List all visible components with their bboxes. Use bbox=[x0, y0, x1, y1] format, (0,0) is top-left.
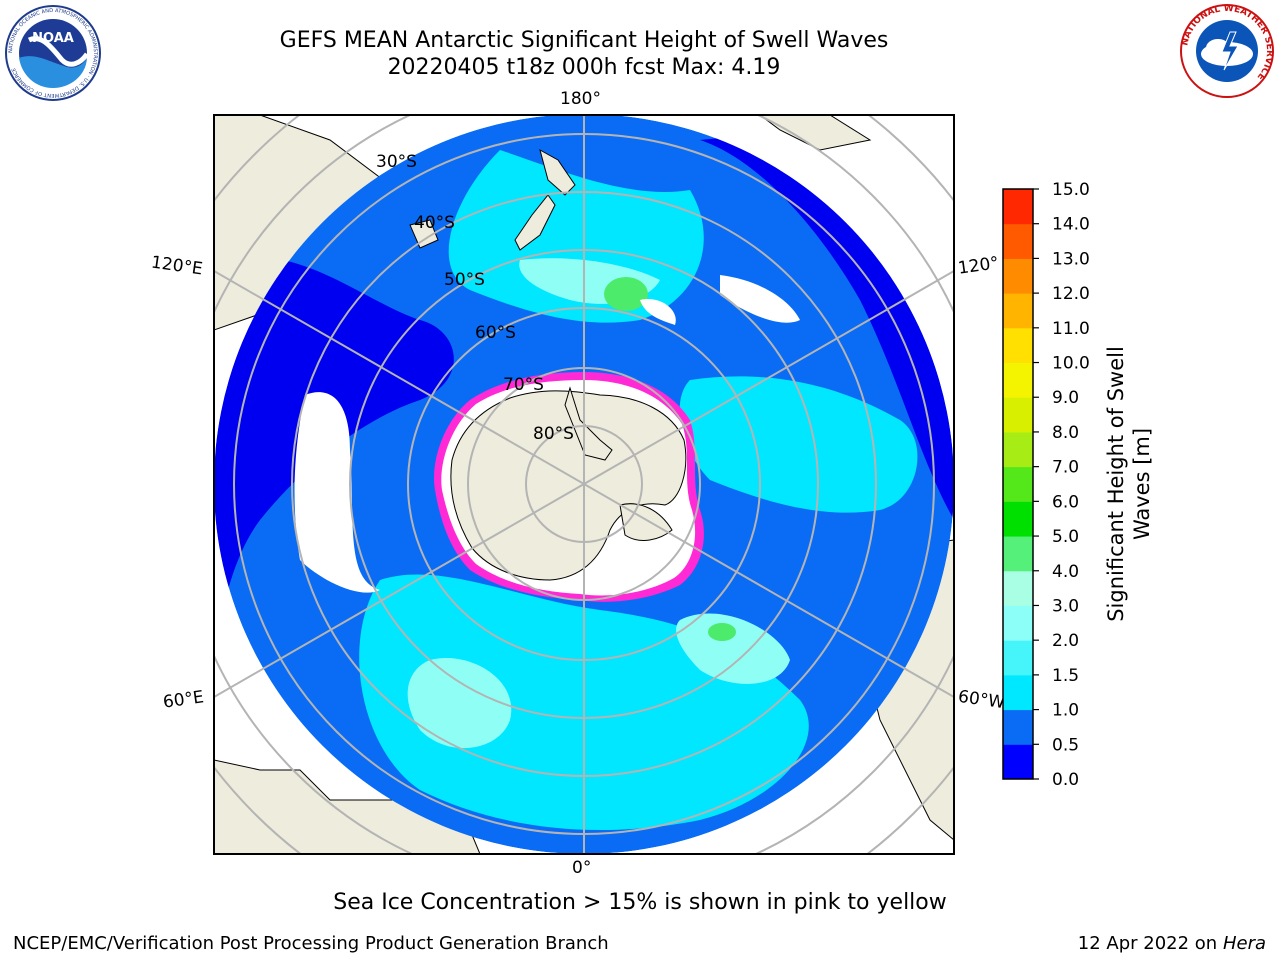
colorbar-tick-label: 11.0 bbox=[1052, 319, 1090, 339]
run-date-text: 12 Apr 2022 on bbox=[1077, 933, 1223, 954]
colorbar-tick-label: 2.0 bbox=[1052, 631, 1079, 651]
colorbar-swatch bbox=[1003, 744, 1033, 780]
colorbar-tick-label: 1.5 bbox=[1052, 666, 1079, 686]
colorbar-swatch bbox=[1003, 605, 1033, 641]
colorbar-swatch bbox=[1003, 397, 1033, 433]
antarctica-land bbox=[450, 390, 687, 581]
credit-text: NCEP/EMC/Verification Post Processing Pr… bbox=[13, 933, 609, 954]
swell-band-cyan bbox=[679, 376, 918, 513]
colorbar-tick-label: 7.0 bbox=[1052, 458, 1079, 478]
new-zealand-land bbox=[539, 148, 576, 196]
meridian-60e-120w bbox=[214, 270, 954, 698]
colorbar-swatch bbox=[1003, 466, 1033, 502]
colorbar-tick-label: 5.0 bbox=[1052, 527, 1079, 547]
lat-label-40s: 40°S bbox=[414, 213, 455, 233]
lat-label-50s: 50°S bbox=[444, 270, 485, 290]
colorbar-swatch bbox=[1003, 536, 1033, 572]
colorbar-swatch bbox=[1003, 223, 1033, 259]
colorbar-tick-label: 9.0 bbox=[1052, 388, 1079, 408]
north-landmass bbox=[759, 115, 872, 151]
tasmania-land bbox=[409, 219, 439, 249]
map-frame bbox=[213, 114, 955, 855]
colorbar-tick-label: 12.0 bbox=[1052, 284, 1090, 304]
colorbar-swatch bbox=[1003, 570, 1033, 606]
colorbar-swatch bbox=[1003, 674, 1033, 711]
colorbar-tick-label: 8.0 bbox=[1052, 423, 1079, 443]
chart-subtitle: 20220405 t18z 000h fcst Max: 4.19 bbox=[387, 55, 781, 80]
map-graticule bbox=[214, 115, 954, 854]
colorbar-swatch bbox=[1003, 431, 1033, 468]
swell-band-light bbox=[407, 658, 512, 749]
colorbar-tick-label: 1.0 bbox=[1052, 701, 1079, 721]
sea-ice-note: Sea Ice Concentration > 15% is shown in … bbox=[333, 890, 947, 915]
colorbar-ticks: 0.0 0.5 1.0 1.5 2.0 3.0 4.0 5.0 6.0 7.0 8.0 9.0 10.0… bbox=[1033, 180, 1090, 790]
colorbar-tick-label: 10.0 bbox=[1052, 354, 1090, 374]
noaa-logo-icon: NOAA NATIONAL OCEANIC AND ATMOSPHERIC AD… bbox=[4, 4, 102, 102]
ice-mask-region bbox=[640, 299, 676, 325]
colorbar-label: Significant Height of Swell bbox=[1104, 346, 1128, 622]
colorbar-swatch bbox=[1003, 258, 1033, 294]
colorbar-swatch bbox=[1003, 293, 1033, 329]
colorbar-label-units: Waves [m] bbox=[1130, 428, 1154, 540]
lon-label-180: 180° bbox=[560, 89, 601, 109]
run-date: 12 Apr 2022 on Hera bbox=[1078, 933, 1266, 955]
ice-mask-region bbox=[720, 275, 800, 323]
colorbar-swatch bbox=[1003, 189, 1033, 225]
noaa-logo-text: NOAA bbox=[32, 31, 74, 46]
lat-label-80s: 80°S bbox=[533, 424, 574, 444]
colorbar-swatch bbox=[1003, 362, 1033, 398]
ice-mask-region bbox=[294, 392, 380, 593]
nws-logo-icon: NATIONAL WEATHER SERVICE bbox=[1178, 2, 1276, 100]
swell-band-light bbox=[676, 613, 790, 684]
colorbar-frame bbox=[1002, 188, 1034, 780]
colorbar-tick-label: 6.0 bbox=[1052, 492, 1079, 512]
swell-band-low bbox=[214, 255, 454, 661]
lat-label-70s: 70°S bbox=[503, 375, 544, 395]
lon-label-0: 0° bbox=[572, 858, 592, 878]
colorbar-tick-label: 0.0 bbox=[1052, 770, 1079, 790]
colorbar-tick-label: 14.0 bbox=[1052, 215, 1090, 235]
colorbar-tick-label: 4.0 bbox=[1052, 562, 1079, 582]
colorbar-swatch bbox=[1003, 640, 1033, 676]
new-zealand-land bbox=[514, 194, 556, 251]
lat-label-30s: 30°S bbox=[376, 152, 417, 172]
colorbar-tick-label: 3.0 bbox=[1052, 596, 1079, 616]
colorbar-swatch bbox=[1003, 501, 1033, 537]
chart-title: GEFS MEAN Antarctic Significant Height o… bbox=[279, 28, 889, 53]
run-host: Hera bbox=[1222, 933, 1266, 954]
colorbar-swatch bbox=[1003, 327, 1033, 364]
colorbar-tick-label: 15.0 bbox=[1052, 180, 1090, 200]
colorbar-tick-label: 13.0 bbox=[1052, 249, 1090, 269]
colorbar-swatch bbox=[1003, 709, 1033, 745]
lat-label-60s: 60°S bbox=[475, 323, 516, 343]
colorbar-tick-label: 0.5 bbox=[1052, 735, 1079, 755]
swell-max-region bbox=[708, 623, 736, 641]
colorbar-swatches bbox=[1003, 189, 1033, 780]
swell-max-region bbox=[604, 277, 648, 311]
